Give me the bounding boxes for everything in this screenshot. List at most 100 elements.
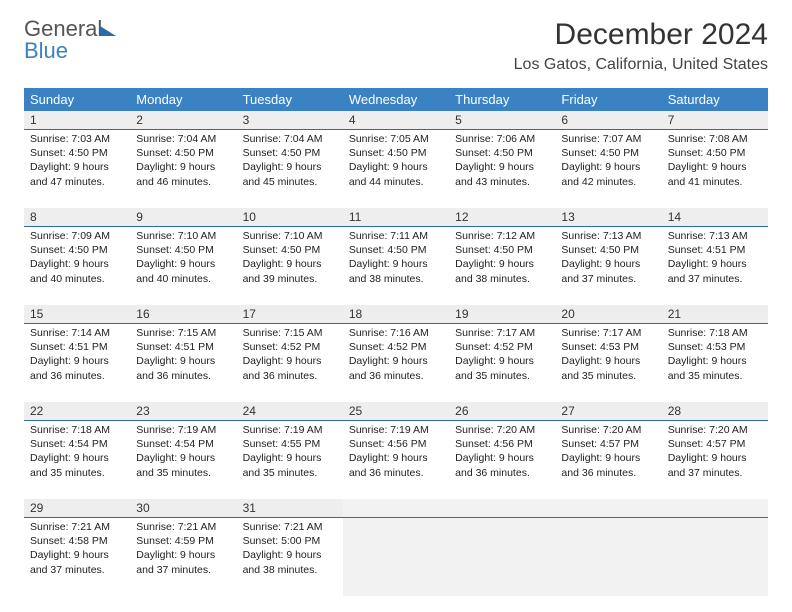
date-number: 6 <box>555 111 661 129</box>
calendar: SundayMondayTuesdayWednesdayThursdayFrid… <box>24 88 768 596</box>
sunrise-text: Sunrise: 7:17 AM <box>455 326 549 340</box>
date-number-row: 15161718192021 <box>24 305 768 323</box>
daylight-text: Daylight: 9 hours and 40 minutes. <box>136 257 230 285</box>
sunrise-text: Sunrise: 7:18 AM <box>30 423 124 437</box>
calendar-day: Sunrise: 7:14 AMSunset: 4:51 PMDaylight:… <box>24 324 130 402</box>
daylight-text: Daylight: 9 hours and 46 minutes. <box>136 160 230 188</box>
sunset-text: Sunset: 4:50 PM <box>455 243 549 257</box>
sunrise-text: Sunrise: 7:20 AM <box>668 423 762 437</box>
sunrise-text: Sunrise: 7:21 AM <box>243 520 337 534</box>
sunset-text: Sunset: 4:58 PM <box>30 534 124 548</box>
sunset-text: Sunset: 4:50 PM <box>136 146 230 160</box>
date-number: 1 <box>24 111 130 129</box>
calendar-day: Sunrise: 7:19 AMSunset: 4:54 PMDaylight:… <box>130 421 236 499</box>
sunset-text: Sunset: 4:56 PM <box>455 437 549 451</box>
calendar-week: Sunrise: 7:03 AMSunset: 4:50 PMDaylight:… <box>24 129 768 208</box>
date-number: 31 <box>237 499 343 517</box>
daylight-text: Daylight: 9 hours and 40 minutes. <box>30 257 124 285</box>
sunset-text: Sunset: 4:57 PM <box>668 437 762 451</box>
calendar-day: Sunrise: 7:21 AMSunset: 4:58 PMDaylight:… <box>24 518 130 596</box>
daylight-text: Daylight: 9 hours and 43 minutes. <box>455 160 549 188</box>
calendar-day-empty <box>555 518 661 596</box>
date-number <box>662 499 768 517</box>
daylight-text: Daylight: 9 hours and 37 minutes. <box>30 548 124 576</box>
sunrise-text: Sunrise: 7:21 AM <box>136 520 230 534</box>
calendar-week: Sunrise: 7:14 AMSunset: 4:51 PMDaylight:… <box>24 323 768 402</box>
date-number: 27 <box>555 402 661 420</box>
calendar-day: Sunrise: 7:06 AMSunset: 4:50 PMDaylight:… <box>449 130 555 208</box>
sunrise-text: Sunrise: 7:08 AM <box>668 132 762 146</box>
daylight-text: Daylight: 9 hours and 35 minutes. <box>136 451 230 479</box>
calendar-day: Sunrise: 7:18 AMSunset: 4:53 PMDaylight:… <box>662 324 768 402</box>
sunrise-text: Sunrise: 7:10 AM <box>136 229 230 243</box>
date-number: 18 <box>343 305 449 323</box>
calendar-week: Sunrise: 7:21 AMSunset: 4:58 PMDaylight:… <box>24 517 768 596</box>
sunrise-text: Sunrise: 7:12 AM <box>455 229 549 243</box>
sunset-text: Sunset: 4:55 PM <box>243 437 337 451</box>
daylight-text: Daylight: 9 hours and 39 minutes. <box>243 257 337 285</box>
sunrise-text: Sunrise: 7:14 AM <box>30 326 124 340</box>
daylight-text: Daylight: 9 hours and 41 minutes. <box>668 160 762 188</box>
daylight-text: Daylight: 9 hours and 38 minutes. <box>349 257 443 285</box>
calendar-day: Sunrise: 7:03 AMSunset: 4:50 PMDaylight:… <box>24 130 130 208</box>
daylight-text: Daylight: 9 hours and 44 minutes. <box>349 160 443 188</box>
sunrise-text: Sunrise: 7:03 AM <box>30 132 124 146</box>
weekday-label: Saturday <box>662 88 768 111</box>
date-number: 3 <box>237 111 343 129</box>
daylight-text: Daylight: 9 hours and 45 minutes. <box>243 160 337 188</box>
sunrise-text: Sunrise: 7:19 AM <box>136 423 230 437</box>
sunrise-text: Sunrise: 7:15 AM <box>243 326 337 340</box>
calendar-day: Sunrise: 7:21 AMSunset: 4:59 PMDaylight:… <box>130 518 236 596</box>
date-number: 17 <box>237 305 343 323</box>
sunrise-text: Sunrise: 7:04 AM <box>243 132 337 146</box>
date-number: 4 <box>343 111 449 129</box>
sunset-text: Sunset: 4:54 PM <box>136 437 230 451</box>
date-number: 8 <box>24 208 130 226</box>
daylight-text: Daylight: 9 hours and 37 minutes. <box>136 548 230 576</box>
date-number-row: 293031 <box>24 499 768 517</box>
sunrise-text: Sunrise: 7:13 AM <box>561 229 655 243</box>
sunrise-text: Sunrise: 7:05 AM <box>349 132 443 146</box>
calendar-week: Sunrise: 7:09 AMSunset: 4:50 PMDaylight:… <box>24 226 768 305</box>
daylight-text: Daylight: 9 hours and 38 minutes. <box>455 257 549 285</box>
sunrise-text: Sunrise: 7:11 AM <box>349 229 443 243</box>
sunrise-text: Sunrise: 7:20 AM <box>561 423 655 437</box>
header: December 2024 Los Gatos, California, Uni… <box>514 18 768 74</box>
calendar-day-empty <box>662 518 768 596</box>
date-number: 13 <box>555 208 661 226</box>
sunrise-text: Sunrise: 7:13 AM <box>668 229 762 243</box>
daylight-text: Daylight: 9 hours and 38 minutes. <box>243 548 337 576</box>
daylight-text: Daylight: 9 hours and 42 minutes. <box>561 160 655 188</box>
sunset-text: Sunset: 4:53 PM <box>668 340 762 354</box>
sunrise-text: Sunrise: 7:07 AM <box>561 132 655 146</box>
sunset-text: Sunset: 4:57 PM <box>561 437 655 451</box>
date-number: 7 <box>662 111 768 129</box>
page-title: December 2024 <box>514 18 768 52</box>
date-number: 19 <box>449 305 555 323</box>
logo: General Blue <box>24 18 116 62</box>
date-number: 15 <box>24 305 130 323</box>
weekday-label: Monday <box>130 88 236 111</box>
sunrise-text: Sunrise: 7:19 AM <box>349 423 443 437</box>
sunset-text: Sunset: 4:50 PM <box>561 243 655 257</box>
daylight-text: Daylight: 9 hours and 36 minutes. <box>349 354 443 382</box>
sunset-text: Sunset: 4:50 PM <box>561 146 655 160</box>
sunrise-text: Sunrise: 7:17 AM <box>561 326 655 340</box>
sunset-text: Sunset: 4:50 PM <box>668 146 762 160</box>
daylight-text: Daylight: 9 hours and 47 minutes. <box>30 160 124 188</box>
daylight-text: Daylight: 9 hours and 37 minutes. <box>561 257 655 285</box>
date-number: 14 <box>662 208 768 226</box>
logo-bottom: Blue <box>24 38 68 63</box>
date-number <box>555 499 661 517</box>
calendar-day: Sunrise: 7:19 AMSunset: 4:56 PMDaylight:… <box>343 421 449 499</box>
sunrise-text: Sunrise: 7:09 AM <box>30 229 124 243</box>
daylight-text: Daylight: 9 hours and 35 minutes. <box>243 451 337 479</box>
sunrise-text: Sunrise: 7:06 AM <box>455 132 549 146</box>
daylight-text: Daylight: 9 hours and 35 minutes. <box>455 354 549 382</box>
calendar-day: Sunrise: 7:15 AMSunset: 4:51 PMDaylight:… <box>130 324 236 402</box>
calendar-day: Sunrise: 7:17 AMSunset: 4:52 PMDaylight:… <box>449 324 555 402</box>
daylight-text: Daylight: 9 hours and 35 minutes. <box>668 354 762 382</box>
sunrise-text: Sunrise: 7:18 AM <box>668 326 762 340</box>
calendar-day: Sunrise: 7:10 AMSunset: 4:50 PMDaylight:… <box>130 227 236 305</box>
sunset-text: Sunset: 4:50 PM <box>136 243 230 257</box>
